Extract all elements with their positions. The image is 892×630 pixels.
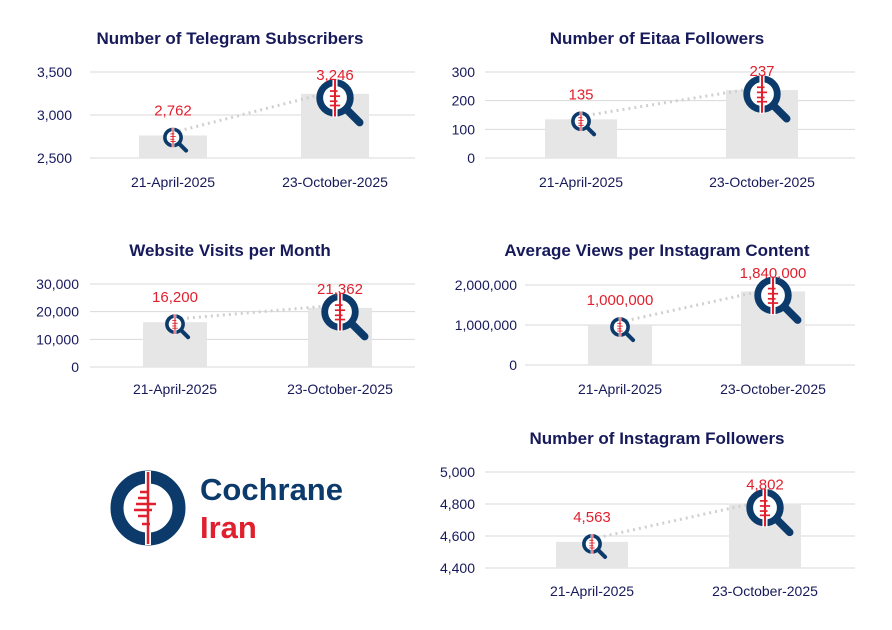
data-label: 2,762 (154, 102, 192, 119)
data-label: 3,246 (316, 67, 354, 84)
y-tick-label: 4,600 (440, 528, 475, 544)
trend-connector (619, 286, 774, 324)
y-tick-label: 2,500 (37, 150, 72, 166)
y-tick-label: 0 (467, 150, 475, 166)
y-tick-label: 2,000,000 (455, 277, 517, 293)
y-tick-label: 3,500 (37, 64, 72, 80)
x-tick-label: 21-April-2025 (578, 381, 662, 397)
magnifier-handle (585, 125, 597, 137)
x-tick-label: 23-October-2025 (282, 174, 388, 190)
x-tick-label: 21-April-2025 (133, 381, 217, 397)
magnifier-handle (773, 515, 794, 537)
data-label: 4,802 (746, 477, 784, 494)
y-tick-label: 300 (452, 64, 476, 80)
chart-5: Number of Instagram Followers 4,400 4,600 4… (440, 429, 855, 599)
data-label: 135 (568, 86, 593, 103)
trend-connector (172, 89, 336, 134)
x-tick-label: 23-October-2025 (709, 174, 815, 190)
magnifier-handle (770, 102, 791, 123)
y-tick-label: 30,000 (36, 276, 79, 292)
x-tick-label: 21-April-2025 (131, 174, 215, 190)
chart-title: Number of Instagram Followers (529, 429, 784, 448)
y-tick-label: 200 (452, 93, 476, 109)
data-label: 1,000,000 (587, 292, 654, 309)
cochrane-logo-icon (110, 470, 186, 546)
cochrane-iran-logo: Cochrane Iran (108, 468, 368, 552)
trend-connector (174, 303, 341, 321)
cochrane-magnifier-icon (571, 110, 597, 137)
cochrane-magnifier-icon (165, 313, 191, 340)
cochrane-magnifier-icon (743, 74, 791, 123)
magnifier-handle (343, 105, 364, 127)
chart-title: Website Visits per Month (129, 241, 331, 260)
magnifier-handle (624, 331, 636, 343)
chart-4: Average Views per Instagram Content 0 1,00… (455, 241, 855, 397)
cochrane-magnifier-icon (610, 316, 636, 343)
data-label: 4,563 (573, 509, 611, 526)
chart-title: Number of Eitaa Followers (550, 29, 764, 48)
magnifier-handle (348, 319, 369, 341)
magnifier-handle (179, 328, 191, 340)
y-tick-label: 3,000 (37, 107, 72, 123)
x-tick-label: 23-October-2025 (712, 583, 818, 599)
cochrane-magnifier-icon (754, 275, 802, 324)
logo-text-iran: Iran (200, 510, 257, 545)
y-tick-label: 4,400 (440, 560, 475, 576)
magnifier-handle (781, 303, 802, 324)
chart-title: Number of Telegram Subscribers (96, 29, 363, 48)
chart-1: Number of Telegram Subscribers 2,500 3,000… (37, 29, 415, 190)
data-label: 21,362 (317, 281, 363, 298)
trend-connector (580, 85, 763, 118)
cochrane-magnifier-icon (746, 488, 794, 537)
cochrane-magnifier-icon (582, 533, 608, 559)
cochrane-magnifier-icon (316, 78, 364, 127)
x-tick-label: 21-April-2025 (539, 174, 623, 190)
y-tick-label: 10,000 (36, 331, 79, 347)
cochrane-magnifier-icon (163, 127, 189, 153)
data-label: 1,840,000 (740, 265, 807, 282)
y-tick-label: 20,000 (36, 304, 79, 320)
chart-3: Website Visits per Month 0 10,000 20,000 30,… (36, 241, 415, 397)
data-label: 237 (749, 63, 774, 80)
y-tick-label: 0 (71, 359, 79, 375)
magnifier-handle (177, 141, 189, 153)
cochrane-magnifier-icon (321, 292, 369, 341)
data-label: 16,200 (152, 289, 198, 306)
x-tick-label: 21-April-2025 (550, 583, 634, 599)
logo-text-cochrane: Cochrane (200, 472, 343, 507)
y-tick-label: 0 (509, 357, 517, 373)
chart-title: Average Views per Instagram Content (504, 241, 809, 260)
x-tick-label: 23-October-2025 (720, 381, 826, 397)
y-tick-label: 100 (452, 121, 476, 137)
y-tick-label: 1,000,000 (455, 317, 517, 333)
magnifier-handle (596, 548, 608, 559)
y-tick-label: 5,000 (440, 464, 475, 480)
x-tick-label: 23-October-2025 (287, 381, 393, 397)
y-tick-label: 4,800 (440, 496, 475, 512)
chart-2: Number of Eitaa Followers 0 100 200 300 21-Ap… (452, 29, 855, 190)
